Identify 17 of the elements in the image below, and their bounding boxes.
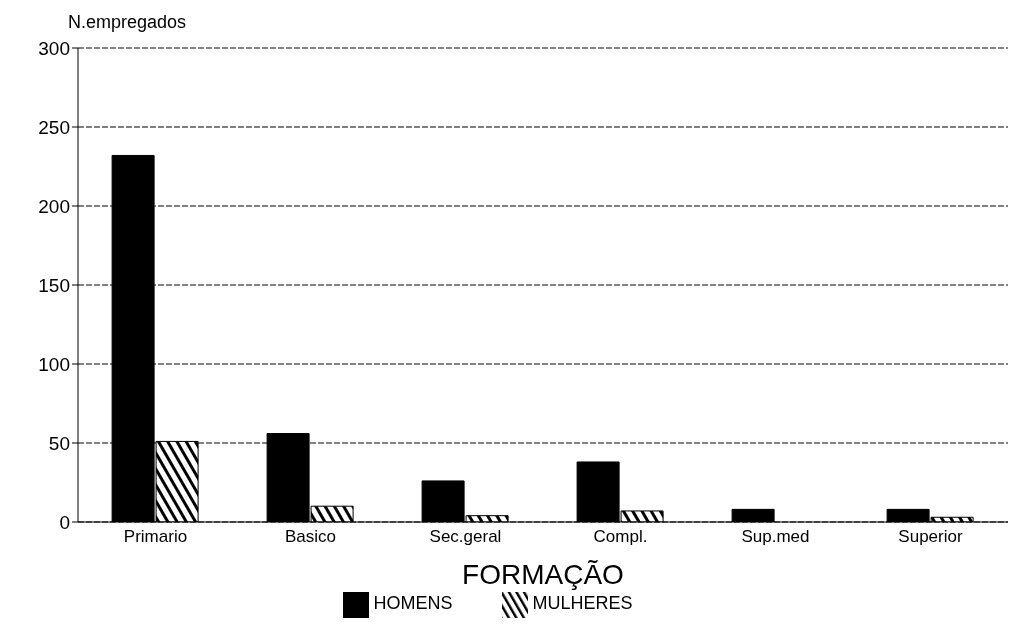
y-tick-label: 200 [38, 195, 70, 217]
x-tick-label: Sup.med [741, 527, 810, 547]
y-tick-label: 100 [38, 353, 70, 375]
y-tick-label: 150 [38, 274, 70, 296]
y-tick-label: 250 [38, 116, 70, 138]
legend-label: HOMENS [373, 593, 453, 614]
x-axis-title: FORMAÇÃO [462, 559, 624, 590]
y-tick-label: 0 [59, 511, 70, 533]
x-tick-label: Primario [123, 527, 188, 547]
x-tick-label: Sec.geral [429, 527, 502, 547]
y-tick-label: 50 [48, 432, 70, 454]
x-tick-label: Compl. [593, 527, 648, 547]
x-tick-label: Basico [284, 527, 337, 547]
x-tick-label: Superior [898, 527, 963, 547]
y-axis-title: N.empregados [68, 12, 187, 33]
legend-label: MULHERES [532, 593, 633, 614]
y-tick-label: 300 [38, 37, 70, 59]
